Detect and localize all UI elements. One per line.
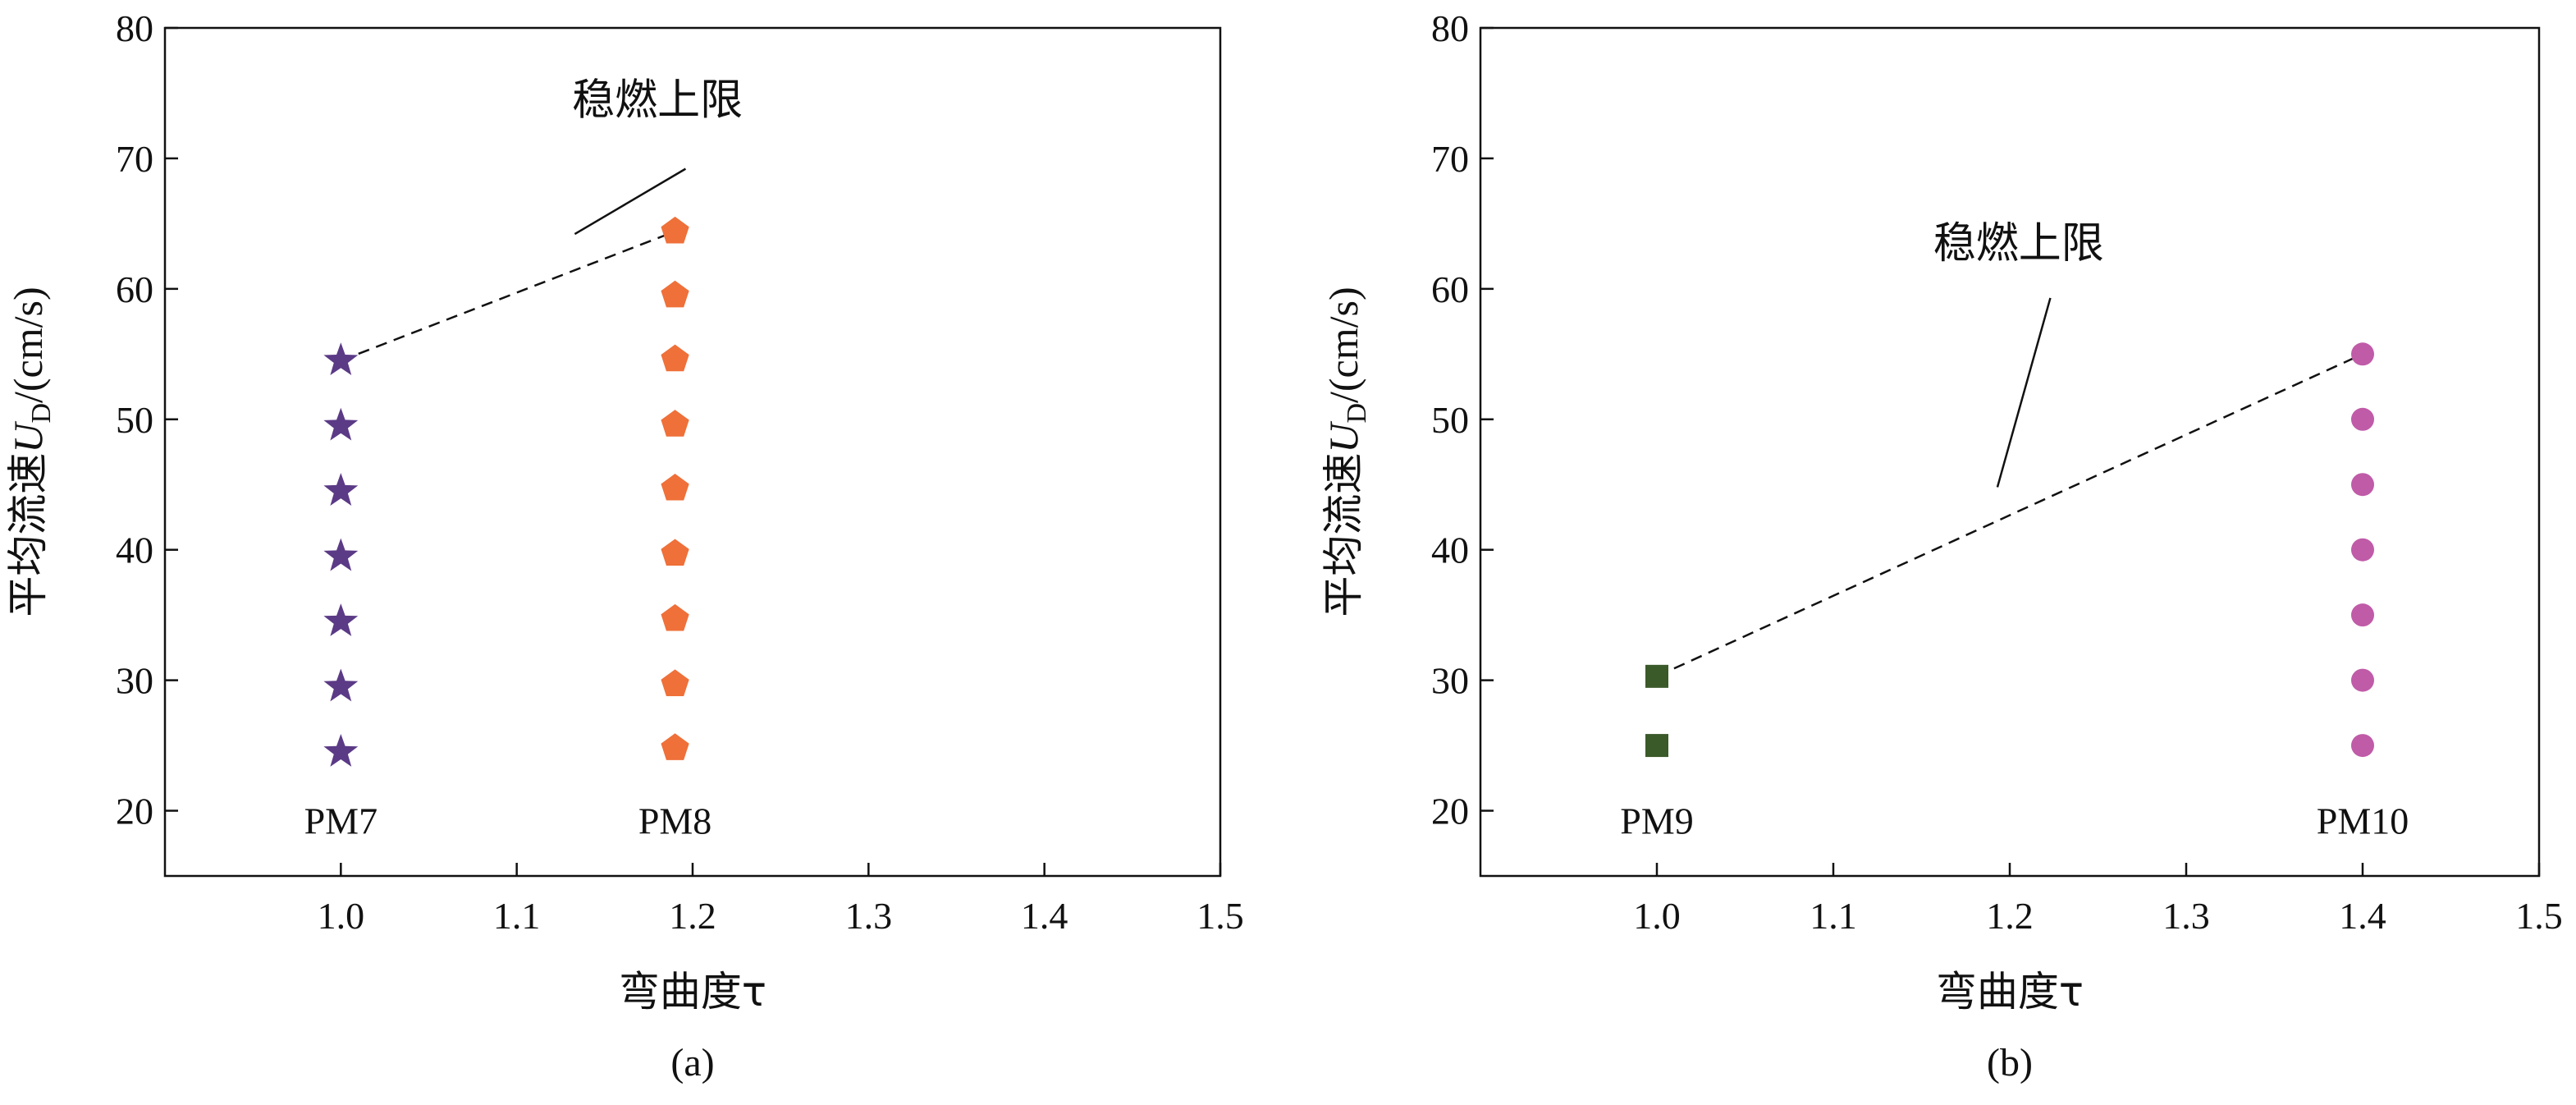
- y-tick-label: 50: [116, 399, 153, 441]
- x-axis-label: 弯曲度τ: [619, 968, 766, 1016]
- series-label: PM7: [304, 800, 377, 842]
- series-label: PM10: [2317, 800, 2409, 842]
- star-marker: [323, 342, 359, 376]
- y-tick-label: 20: [116, 791, 153, 832]
- plot-frame: [1479, 26, 2541, 878]
- y-tick-label: 40: [116, 530, 153, 571]
- x-tick-label: 1.3: [845, 895, 893, 937]
- annotation-label: 稳燃上限: [1933, 219, 2104, 268]
- x-tick-label: 1.3: [2162, 895, 2210, 937]
- annotation-label: 稳燃上限: [572, 76, 743, 125]
- pentagon-marker: [661, 474, 689, 501]
- star-marker: [323, 538, 359, 571]
- circle-marker: [2351, 342, 2374, 366]
- pentagon-marker: [661, 603, 689, 631]
- stability-limit-line: [1656, 353, 2363, 677]
- panel-b: 1.0 1.1 1.2 1.3 1.4 1.5 20 30 40 50 60 70 80 弯曲度τ 平均流速…: [1320, 7, 2563, 1084]
- y-axis-label-sub: D: [26, 403, 57, 424]
- series-label: PM8: [638, 800, 711, 842]
- square-marker: [1645, 664, 1668, 688]
- series-label: PM9: [1620, 800, 1693, 842]
- x-tick-label: 1.5: [2515, 895, 2563, 937]
- x-tick-label: 1.5: [1196, 895, 1244, 937]
- panel-caption: (b): [1987, 1041, 2033, 1084]
- y-tick-label: 70: [116, 138, 153, 180]
- y-axis-label-var: U: [5, 421, 51, 453]
- x-tick-label: 1.2: [669, 895, 716, 937]
- pentagon-marker: [661, 344, 689, 372]
- pentagon-marker: [661, 733, 689, 760]
- circle-marker: [2351, 603, 2374, 627]
- y-tick-label: 80: [116, 7, 153, 49]
- y-tick-label: 60: [116, 268, 153, 310]
- x-tick-label: 1.1: [1810, 895, 1857, 937]
- x-tick-label: 1.0: [1633, 895, 1681, 937]
- y-axis-label-main: 平均流速: [4, 453, 52, 617]
- circle-marker: [2351, 668, 2374, 692]
- plot-frame: [163, 26, 1222, 878]
- y-axis-label: 平均流速UD/(cm/s): [4, 287, 57, 617]
- pentagon-marker: [661, 216, 689, 244]
- y-tick-label: 60: [1431, 268, 1469, 310]
- star-marker: [323, 407, 359, 441]
- panel-a: 1.0 1.1 1.2 1.3 1.4 1.5 20 30 40 50 60 70 80 弯曲度τ 平均流速…: [4, 7, 1244, 1084]
- y-axis-label: 平均流速UD/(cm/s): [1320, 287, 1372, 617]
- star-marker: [323, 473, 359, 506]
- y-axis-label-var: U: [1320, 421, 1366, 453]
- circle-marker: [2351, 734, 2374, 758]
- stability-limit-line: [340, 230, 676, 362]
- y-tick-label: 40: [1431, 530, 1469, 571]
- x-tick-label: 1.4: [1021, 895, 1068, 937]
- y-axis-label-unit: /(cm/s): [1320, 287, 1366, 403]
- y-tick-label: 30: [116, 660, 153, 702]
- pentagon-marker: [661, 410, 689, 437]
- annotation-pointer: [574, 167, 687, 236]
- panel-caption: (a): [670, 1041, 714, 1084]
- square-marker: [1645, 734, 1668, 758]
- y-axis-label-sub: D: [1342, 403, 1372, 424]
- star-marker: [323, 734, 359, 767]
- x-tick-label: 1.0: [318, 895, 365, 937]
- circle-marker: [2351, 407, 2374, 431]
- star-marker: [323, 603, 359, 636]
- y-tick-label: 20: [1431, 791, 1469, 832]
- y-axis-label-main: 平均流速: [1320, 453, 1367, 617]
- x-tick-label: 1.1: [493, 895, 541, 937]
- x-tick-label: 1.4: [2339, 895, 2386, 937]
- star-marker: [323, 668, 359, 702]
- y-tick-label: 50: [1431, 399, 1469, 441]
- y-tick-label: 70: [1431, 138, 1469, 180]
- x-axis-label: 弯曲度τ: [1936, 968, 2084, 1016]
- x-tick-label: 1.2: [1986, 895, 2034, 937]
- pentagon-marker: [661, 539, 689, 566]
- pentagon-marker: [661, 669, 689, 696]
- pentagon-marker: [661, 280, 689, 308]
- y-axis-label-unit: /(cm/s): [5, 287, 51, 403]
- y-tick-label: 80: [1431, 7, 1469, 49]
- annotation-pointer: [1996, 297, 2052, 488]
- circle-marker: [2351, 538, 2374, 562]
- y-tick-label: 30: [1431, 660, 1469, 702]
- circle-marker: [2351, 473, 2374, 497]
